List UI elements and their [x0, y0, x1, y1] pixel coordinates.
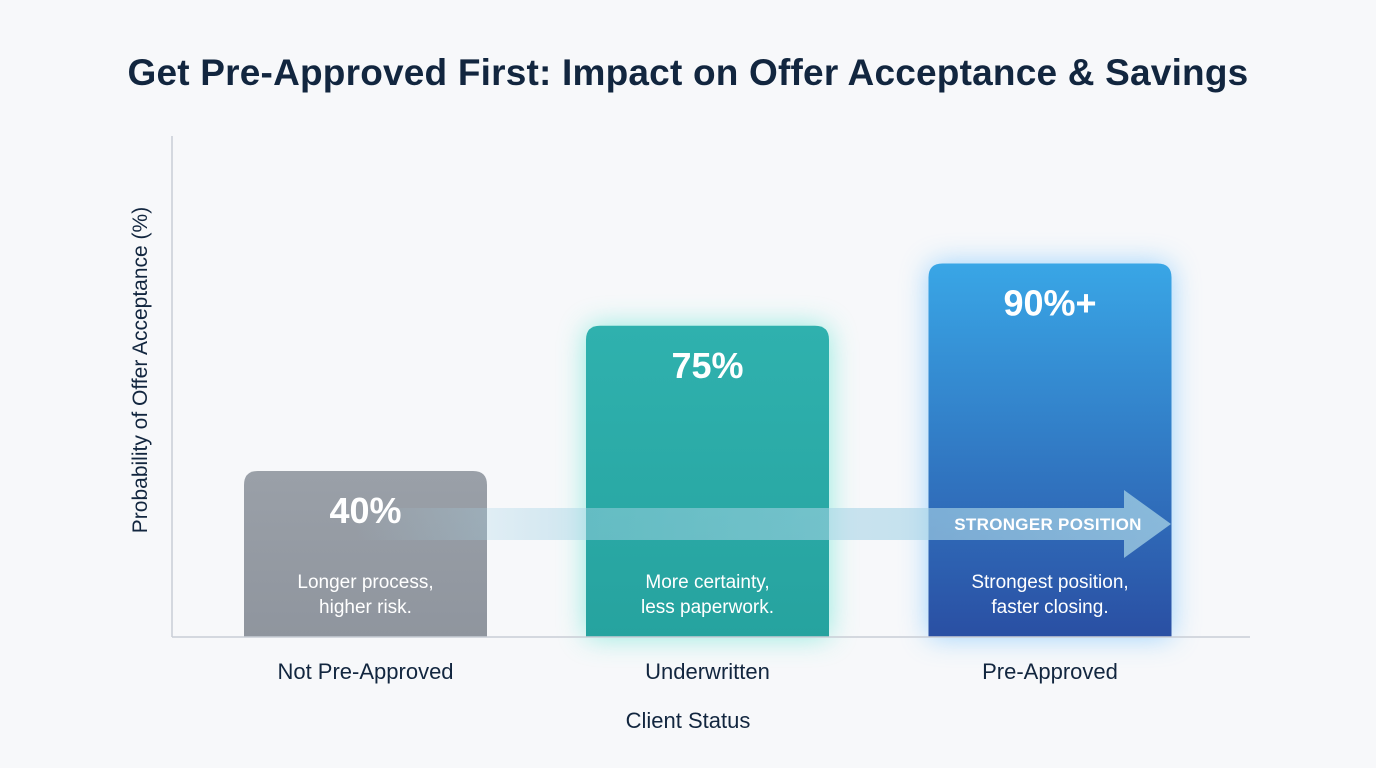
chart-title: Get Pre-Approved First: Impact on Offer …	[127, 52, 1249, 93]
bar-note-line: higher risk.	[319, 597, 412, 618]
bar-value-label: 75%	[671, 345, 743, 386]
bar-note-line: less paperwork.	[641, 597, 774, 618]
stronger-position-arrow	[355, 490, 1171, 558]
x-tick-label: Underwritten	[645, 659, 770, 684]
bar-note-line: More certainty,	[645, 572, 769, 593]
bar-value-label: 40%	[329, 490, 401, 531]
bar-note-line: faster closing.	[991, 597, 1108, 618]
x-axis-label: Client Status	[625, 708, 751, 733]
bar-pre-approved	[928, 263, 1172, 637]
bar-value-label: 90%+	[1003, 283, 1096, 324]
x-tick-label: Not Pre-Approved	[277, 659, 453, 684]
x-tick-label: Pre-Approved	[982, 659, 1118, 684]
bar-note-line: Strongest position,	[971, 572, 1128, 593]
arrow-annotation-label: STRONGER POSITION	[954, 515, 1141, 534]
bar-underwritten	[586, 325, 829, 637]
bar-note-line: Longer process,	[297, 572, 433, 593]
